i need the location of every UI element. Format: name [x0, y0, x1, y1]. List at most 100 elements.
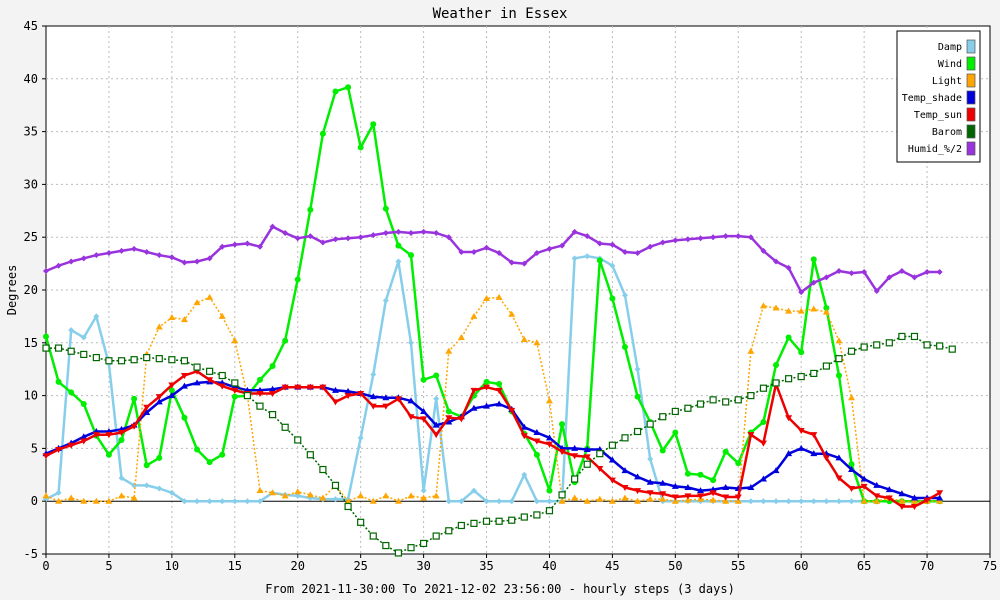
- data-point: [294, 384, 302, 391]
- data-point: [407, 397, 415, 404]
- data-point: [936, 497, 944, 504]
- data-point: [244, 498, 251, 505]
- data-point: [634, 497, 642, 504]
- data-point: [873, 481, 881, 488]
- data-point: [559, 421, 566, 428]
- data-point: [835, 267, 842, 274]
- data-point: [395, 228, 402, 235]
- y-tick-label: 30: [24, 177, 38, 191]
- data-point: [80, 334, 87, 341]
- data-point: [420, 416, 428, 423]
- data-point: [332, 88, 339, 95]
- data-point: [369, 497, 377, 504]
- data-point: [709, 496, 717, 503]
- data-point: [798, 498, 805, 505]
- data-point: [798, 289, 805, 296]
- data-point: [873, 288, 880, 295]
- data-point: [495, 293, 503, 300]
- data-point: [420, 487, 427, 494]
- data-point: [709, 490, 717, 497]
- data-point: [911, 274, 918, 281]
- data-point: [773, 361, 780, 368]
- data-point: [546, 487, 553, 494]
- data-point: [710, 234, 717, 241]
- data-point: [508, 407, 516, 414]
- data-point: [634, 488, 642, 495]
- data-point: [306, 384, 314, 391]
- data-point: [710, 477, 717, 484]
- data-point: [646, 478, 654, 485]
- data-point: [181, 259, 188, 266]
- data-point: [785, 415, 793, 422]
- legend-label: Barom: [932, 127, 962, 138]
- data-point: [924, 269, 931, 276]
- data-point: [759, 302, 767, 309]
- data-point: [130, 494, 138, 501]
- x-tick-label: 55: [731, 559, 745, 573]
- data-point: [571, 444, 579, 451]
- data-point: [923, 341, 931, 349]
- data-point: [848, 466, 856, 473]
- data-point: [357, 434, 364, 441]
- data-point: [608, 456, 616, 463]
- data-point: [193, 363, 201, 371]
- data-point: [508, 259, 515, 266]
- data-point: [256, 487, 264, 494]
- data-point: [219, 451, 226, 458]
- data-point: [609, 241, 616, 248]
- legend-label: Wind: [938, 59, 962, 70]
- data-point: [458, 498, 465, 505]
- data-point: [131, 245, 138, 252]
- data-point: [370, 232, 377, 239]
- data-point: [621, 467, 629, 474]
- data-point: [369, 393, 377, 400]
- data-point: [634, 473, 642, 480]
- data-point: [382, 541, 390, 550]
- data-point: [773, 498, 780, 505]
- data-point: [457, 521, 465, 530]
- data-point: [785, 307, 793, 314]
- data-point: [848, 486, 856, 493]
- data-point: [822, 455, 830, 462]
- data-point: [848, 270, 855, 277]
- data-point: [92, 353, 100, 362]
- data-point: [798, 349, 805, 356]
- legend-swatch: [966, 141, 976, 156]
- data-point: [155, 323, 163, 330]
- data-point: [433, 372, 440, 379]
- data-point: [219, 498, 226, 505]
- data-point: [533, 429, 541, 436]
- data-point: [508, 498, 515, 505]
- data-point: [483, 294, 491, 301]
- data-point: [559, 242, 566, 249]
- data-point: [508, 516, 516, 524]
- data-point: [55, 489, 62, 496]
- data-point: [382, 403, 390, 410]
- data-point: [118, 492, 126, 499]
- data-point: [520, 423, 528, 430]
- data-point: [319, 494, 327, 501]
- data-point: [571, 494, 579, 501]
- data-point: [105, 451, 112, 458]
- data-point: [621, 434, 629, 442]
- data-point: [860, 475, 868, 482]
- data-point: [445, 415, 453, 422]
- x-tick-label: 70: [920, 559, 934, 573]
- data-point: [319, 465, 327, 474]
- data-point: [80, 433, 88, 440]
- data-point: [558, 449, 566, 456]
- y-tick-label: 15: [24, 336, 38, 350]
- legend-label: Humid_%/2: [908, 144, 962, 155]
- data-point: [319, 384, 327, 391]
- data-point: [898, 503, 906, 510]
- data-point: [470, 487, 477, 494]
- data-point: [483, 384, 491, 391]
- data-point: [483, 378, 490, 385]
- x-tick-label: 65: [857, 559, 871, 573]
- data-point: [256, 402, 264, 410]
- data-point: [734, 497, 742, 504]
- data-point: [496, 498, 503, 505]
- data-point: [155, 355, 163, 363]
- data-point: [671, 482, 679, 489]
